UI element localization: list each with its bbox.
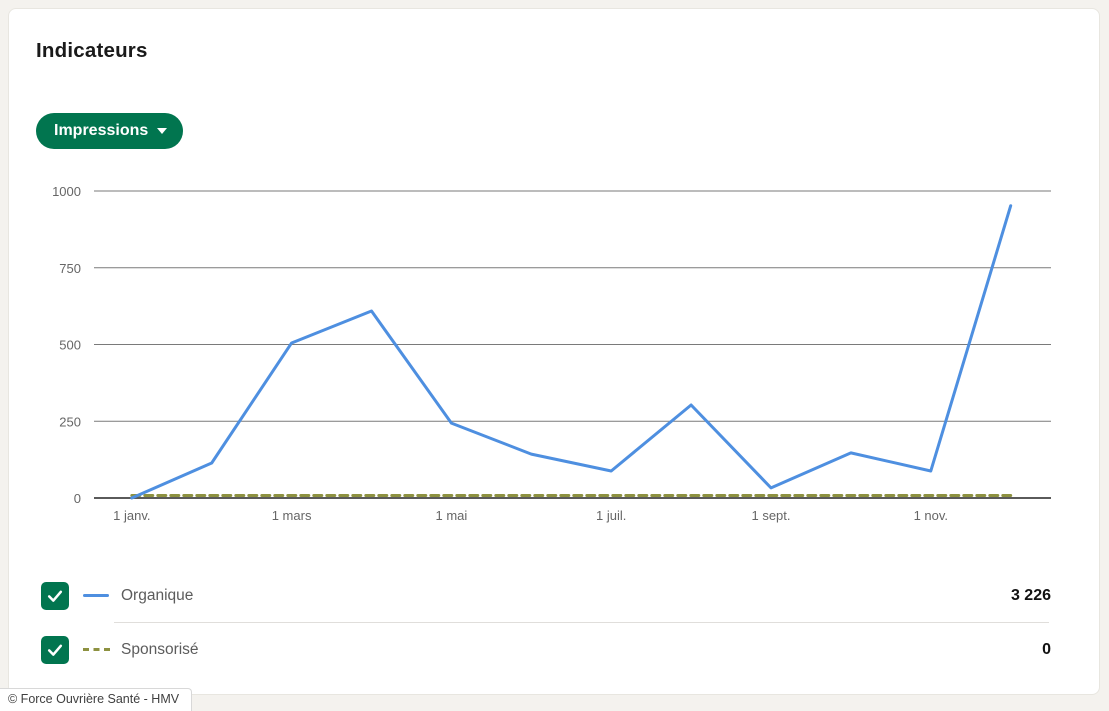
y-axis-tick-label: 1000: [52, 184, 81, 199]
impressions-chart: 0 250 500 750 1000 1 janv. 1 mars 1 mai 1 juil. 1…: [9, 177, 1101, 535]
sponsored-total-value: 0: [1042, 640, 1051, 658]
organic-line-swatch: [83, 594, 109, 597]
sponsored-line-swatch: [83, 648, 110, 651]
legend-row-organic: Organique 3 226: [9, 569, 1099, 622]
metric-dropdown-label: Impressions: [54, 122, 149, 139]
x-axis-tick-label: 1 sept.: [751, 508, 790, 523]
x-axis-tick-label: 1 mars: [272, 508, 312, 523]
check-icon: [47, 644, 63, 656]
check-icon: [47, 590, 63, 602]
sponsored-label: Sponsorisé: [121, 640, 199, 658]
y-axis-tick-label: 750: [59, 261, 81, 276]
page-title: Indicateurs: [36, 39, 148, 62]
impressions-chart-svg: 0 250 500 750 1000 1 janv. 1 mars 1 mai 1 juil. 1…: [52, 184, 1051, 523]
x-axis-tick-label: 1 nov.: [914, 508, 948, 523]
sponsored-checkbox[interactable]: [41, 635, 69, 664]
organic-label: Organique: [121, 586, 194, 604]
chart-legend: Organique 3 226 Sponsorisé 0: [9, 569, 1099, 676]
y-axis-tick-label: 500: [59, 338, 81, 353]
chevron-down-icon: [157, 128, 168, 134]
organic-series-line: [130, 204, 1013, 500]
organic-total-value: 3 226: [1010, 586, 1051, 604]
metric-dropdown-button[interactable]: Impressions: [36, 113, 184, 149]
y-axis-tick-label: 250: [59, 414, 81, 429]
x-axis-tick-label: 1 juil.: [596, 508, 626, 523]
legend-row-sponsored: Sponsorisé 0: [9, 623, 1099, 676]
indicators-card: Indicateurs Impressions 0 250 500 750 1000 1 …: [8, 8, 1100, 695]
footer-credit: © Force Ouvrière Santé - HMV: [0, 688, 193, 711]
x-axis-tick-label: 1 mai: [436, 508, 468, 523]
legend-divider: [114, 622, 1049, 623]
organic-checkbox[interactable]: [41, 581, 69, 610]
y-axis-tick-label: 0: [74, 491, 81, 506]
x-axis-tick-label: 1 janv.: [113, 508, 150, 523]
